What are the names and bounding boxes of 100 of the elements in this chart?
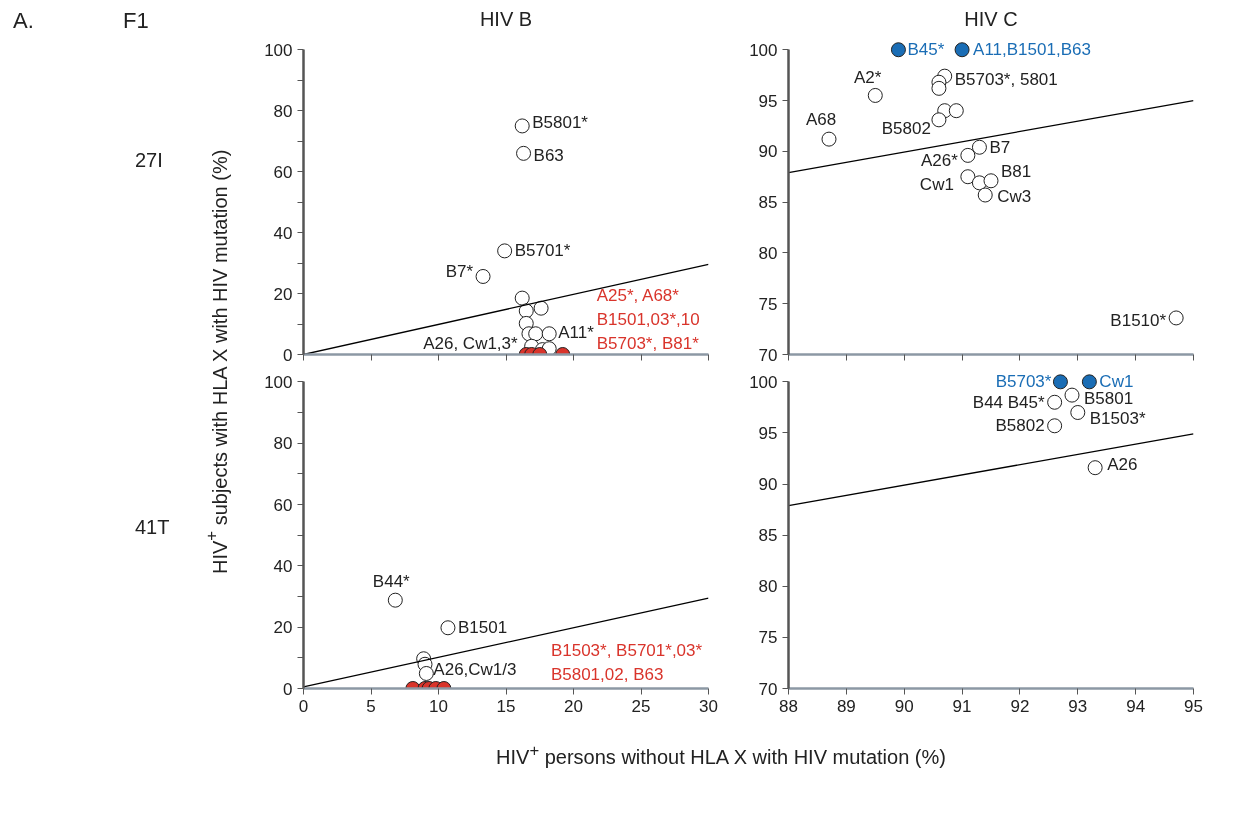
text: F1 — [123, 7, 149, 35]
data-label: B7 — [989, 137, 1011, 157]
x-tick-label: 30 — [699, 696, 718, 716]
data-label: B45* — [907, 40, 945, 60]
series-label: A25*, A68* B1501,03*,10 B5703*, B81* — [596, 286, 700, 353]
point — [533, 300, 549, 316]
y-tick-label: 70 — [758, 345, 778, 365]
x-axis-title: HIV$^{+}$ persons without HLA X with HIV mutation (%) — [496, 740, 946, 770]
data-label: A26 — [1107, 455, 1138, 475]
y-tick-label: 100 — [749, 372, 778, 392]
point — [1070, 405, 1086, 420]
y-tick-label: 60 — [273, 495, 293, 515]
x-tick-label: 10 — [429, 696, 448, 716]
x-tick-label: 94 — [1126, 696, 1146, 716]
y-tick-label: 100 — [264, 372, 293, 392]
y-tick-label: 80 — [273, 434, 293, 454]
x-tick-label: 90 — [894, 696, 914, 716]
data-label: A26,Cw1/3 — [433, 659, 517, 679]
point — [971, 139, 987, 155]
y-tick-label: 20 — [273, 618, 293, 638]
point — [960, 169, 976, 185]
text: 41T — [135, 515, 170, 540]
x-tick-label: 25 — [631, 696, 651, 716]
x-tick-label: 88 — [779, 696, 798, 716]
data-label: B5703* — [995, 372, 1052, 392]
data-label: B5801* — [532, 113, 589, 133]
y-tick-label: 100 — [264, 40, 293, 60]
data-label: Cw3 — [997, 186, 1032, 206]
data-label: B44 B45* — [972, 392, 1046, 412]
data-label: Cw1 — [919, 175, 954, 195]
point — [475, 268, 491, 284]
data-label: B5701* — [514, 241, 571, 261]
point — [890, 42, 906, 58]
y-tick-label: 75 — [758, 628, 778, 648]
x-tick-label: 95 — [1184, 696, 1203, 716]
data-label: B1503* — [1089, 409, 1146, 428]
y-tick-label: 90 — [758, 142, 778, 162]
point — [983, 173, 999, 189]
point — [948, 103, 964, 119]
data-label: B5703*, 5801 — [954, 69, 1058, 89]
y-tick-label: 90 — [758, 475, 778, 495]
point — [821, 131, 837, 147]
point — [1064, 387, 1080, 403]
x-tick-label: 92 — [1010, 696, 1030, 716]
y-tick-label: 100 — [749, 40, 778, 60]
data-label: A26, Cw1,3* — [423, 333, 519, 353]
data-label: A11* — [558, 323, 595, 343]
y-tick-label: 40 — [273, 556, 293, 576]
point — [960, 147, 976, 163]
data-label: B81 — [1001, 162, 1032, 182]
point — [931, 112, 947, 128]
y-tick-label: 0 — [283, 679, 293, 699]
text: A. — [13, 7, 34, 35]
point — [977, 187, 993, 203]
x-tick-label: 89 — [836, 696, 856, 716]
data-label: B1510* — [1110, 311, 1167, 331]
point — [516, 145, 532, 161]
point — [954, 42, 970, 58]
point — [497, 243, 513, 259]
y-tick-label: 95 — [758, 91, 778, 111]
data-label: A2* — [853, 67, 882, 87]
point — [514, 290, 530, 306]
y-tick-label: 80 — [758, 577, 778, 597]
y-tick-label: 75 — [758, 294, 778, 314]
y-tick-label: 40 — [273, 223, 293, 243]
data-label: B5802 — [881, 119, 931, 139]
y-tick-label: 70 — [758, 679, 778, 699]
chart-title: HIV C — [964, 7, 1018, 30]
data-label: B5802 — [995, 416, 1045, 436]
data-label: A68 — [805, 109, 837, 129]
data-label: A11,B1501,B63 — [973, 40, 1091, 60]
point — [514, 118, 530, 134]
point — [867, 87, 883, 103]
y-tick-label: 20 — [273, 284, 293, 304]
y-tick-label: 95 — [758, 423, 778, 443]
y-tick-label: 85 — [758, 526, 778, 546]
text: B1503*, B5701*,03* B5801,02, B63 — [550, 640, 703, 684]
point — [528, 326, 544, 342]
x-tick-label: 20 — [564, 696, 583, 716]
x-tick-label: 93 — [1068, 696, 1088, 716]
data-label: B1501 — [457, 618, 508, 638]
x-tick-label: 91 — [952, 696, 972, 716]
point — [1047, 394, 1063, 410]
x-tick-label: 5 — [366, 696, 376, 716]
point — [1087, 460, 1103, 476]
point — [1047, 418, 1063, 434]
y-tick-label: 0 — [283, 345, 293, 365]
y-tick-label: 60 — [273, 162, 293, 182]
y-tick-label: 80 — [273, 101, 293, 121]
point — [1052, 374, 1068, 390]
x-tick-label: 15 — [496, 696, 516, 716]
data-label: A26* — [920, 150, 959, 170]
data-label: B7* — [445, 261, 474, 281]
chart-title: HIV B — [479, 7, 533, 30]
y-tick-label: 80 — [758, 243, 778, 263]
data-label: B63 — [533, 145, 564, 165]
point — [1081, 374, 1097, 390]
point — [541, 326, 557, 342]
x-tick-label: 0 — [298, 696, 309, 716]
point — [931, 80, 947, 96]
